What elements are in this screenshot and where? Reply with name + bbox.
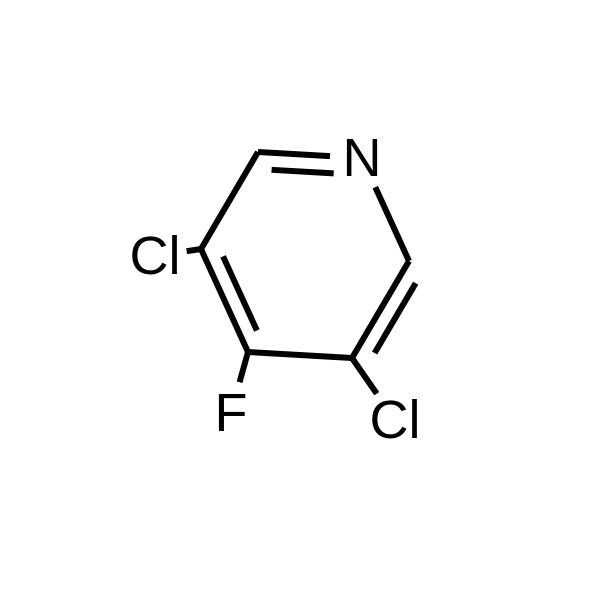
molecule-diagram: N Cl F Cl: [0, 0, 600, 600]
atom-label-Cl1: Cl: [130, 226, 181, 286]
bond: [223, 256, 257, 330]
bond: [375, 187, 409, 261]
bond: [248, 352, 352, 358]
bond: [272, 170, 334, 174]
bond: [352, 358, 377, 394]
bond: [201, 152, 258, 249]
bond: [240, 352, 248, 382]
bond: [375, 283, 416, 353]
atom-label-F: F: [215, 383, 248, 443]
bond: [187, 249, 201, 251]
atom-label-N: N: [343, 128, 382, 188]
atom-label-Cl2: Cl: [370, 390, 421, 450]
bond: [258, 152, 330, 156]
